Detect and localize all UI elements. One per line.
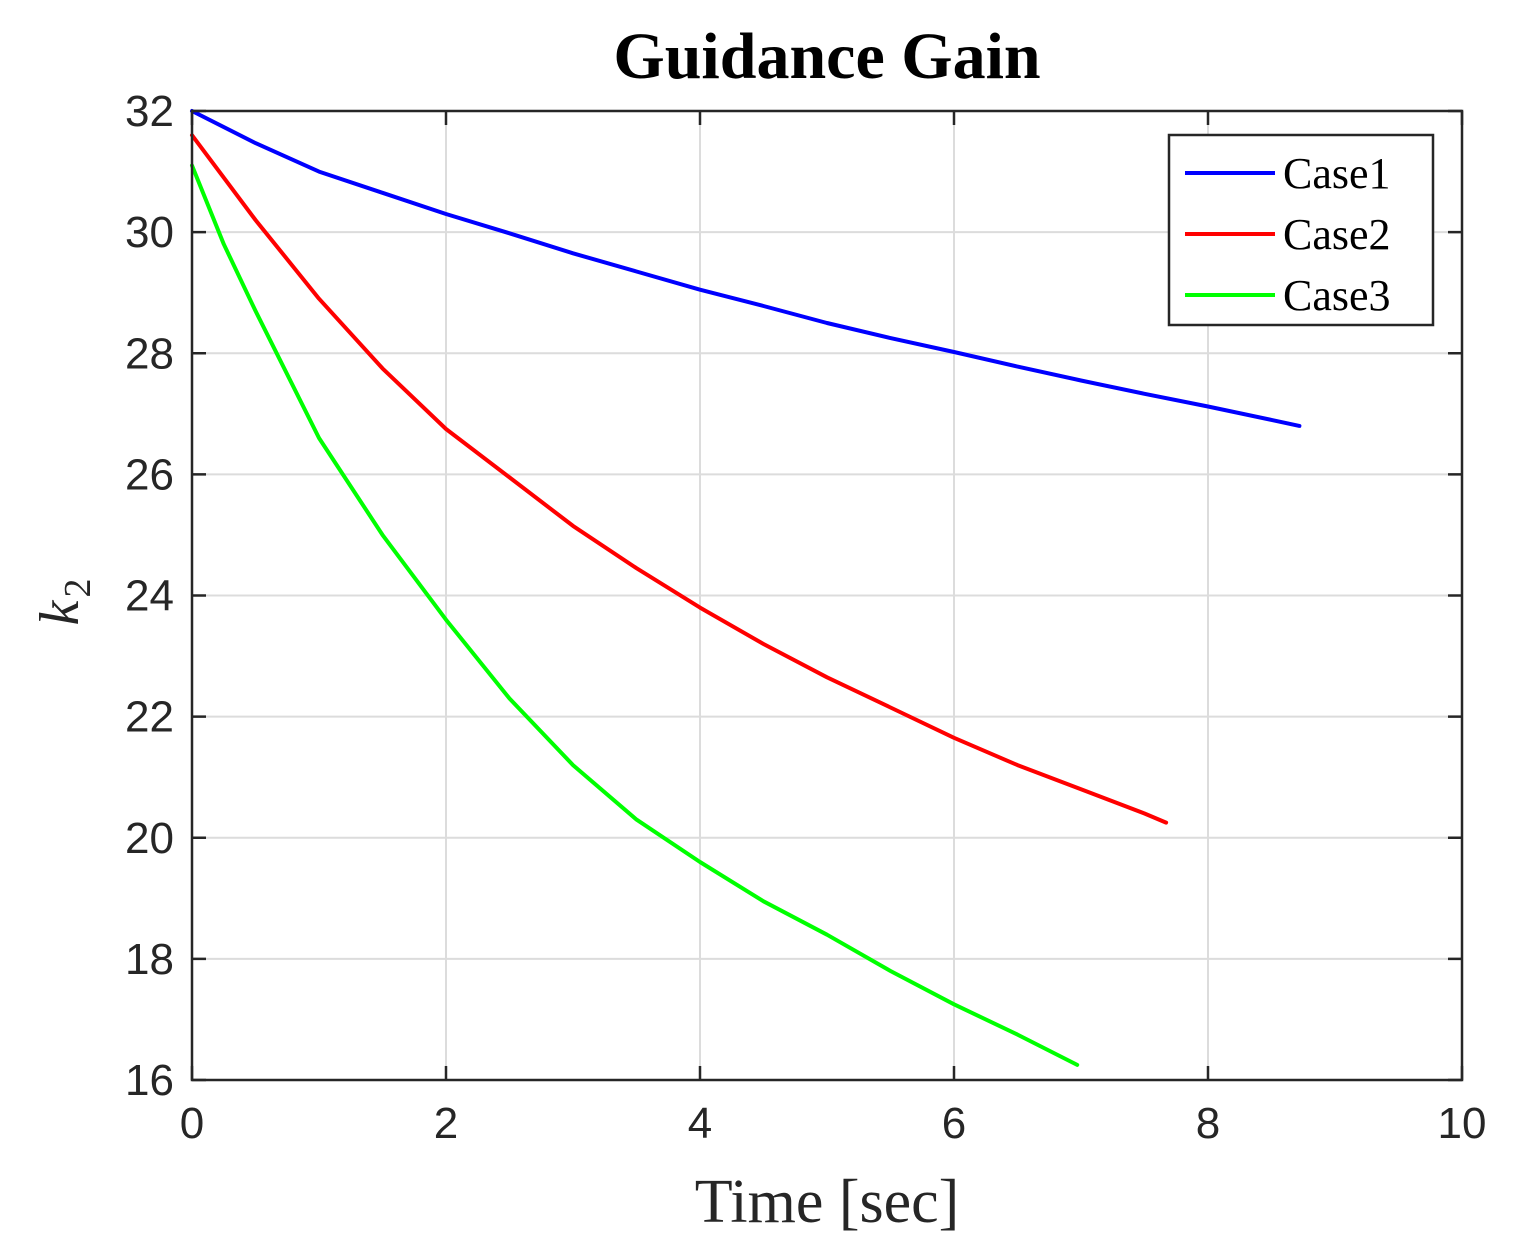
series-group bbox=[190, 109, 1302, 1067]
x-tick-label: 2 bbox=[434, 1099, 458, 1148]
x-tick-label: 4 bbox=[688, 1099, 712, 1148]
series-line-case1 bbox=[190, 109, 1302, 428]
x-tick-label: 0 bbox=[180, 1099, 204, 1148]
x-tick-label: 6 bbox=[942, 1099, 966, 1148]
y-tick-label: 16 bbox=[125, 1056, 174, 1105]
y-tick-label: 18 bbox=[125, 935, 174, 984]
x-axis-label: Time [sec] bbox=[695, 1168, 960, 1236]
y-tick-label: 30 bbox=[125, 208, 174, 257]
legend: Case1 Case2 Case3 bbox=[1167, 133, 1435, 327]
y-axis-label: k 2 bbox=[29, 579, 99, 626]
y-tick-label: 26 bbox=[125, 450, 174, 499]
chart-title: Guidance Gain bbox=[613, 20, 1040, 93]
y-tick-label: 28 bbox=[125, 329, 174, 378]
legend-label-case1: Case1 bbox=[1283, 149, 1391, 198]
y-tick-label: 20 bbox=[125, 814, 174, 863]
y-tick-label: 22 bbox=[125, 693, 174, 742]
x-tick-label: 8 bbox=[1196, 1099, 1220, 1148]
series-line-case2 bbox=[190, 133, 1169, 825]
x-tick-label: 10 bbox=[1438, 1099, 1487, 1148]
legend-label-case3: Case3 bbox=[1283, 271, 1391, 320]
legend-label-case2: Case2 bbox=[1283, 210, 1391, 259]
y-tick-label: 24 bbox=[125, 572, 174, 621]
y-axis-label-subscript: 2 bbox=[57, 579, 99, 598]
grid bbox=[192, 111, 1462, 1080]
y-tick-label: 32 bbox=[125, 87, 174, 136]
series-line-case3 bbox=[190, 163, 1080, 1067]
y-axis-label-text: k bbox=[29, 600, 91, 626]
